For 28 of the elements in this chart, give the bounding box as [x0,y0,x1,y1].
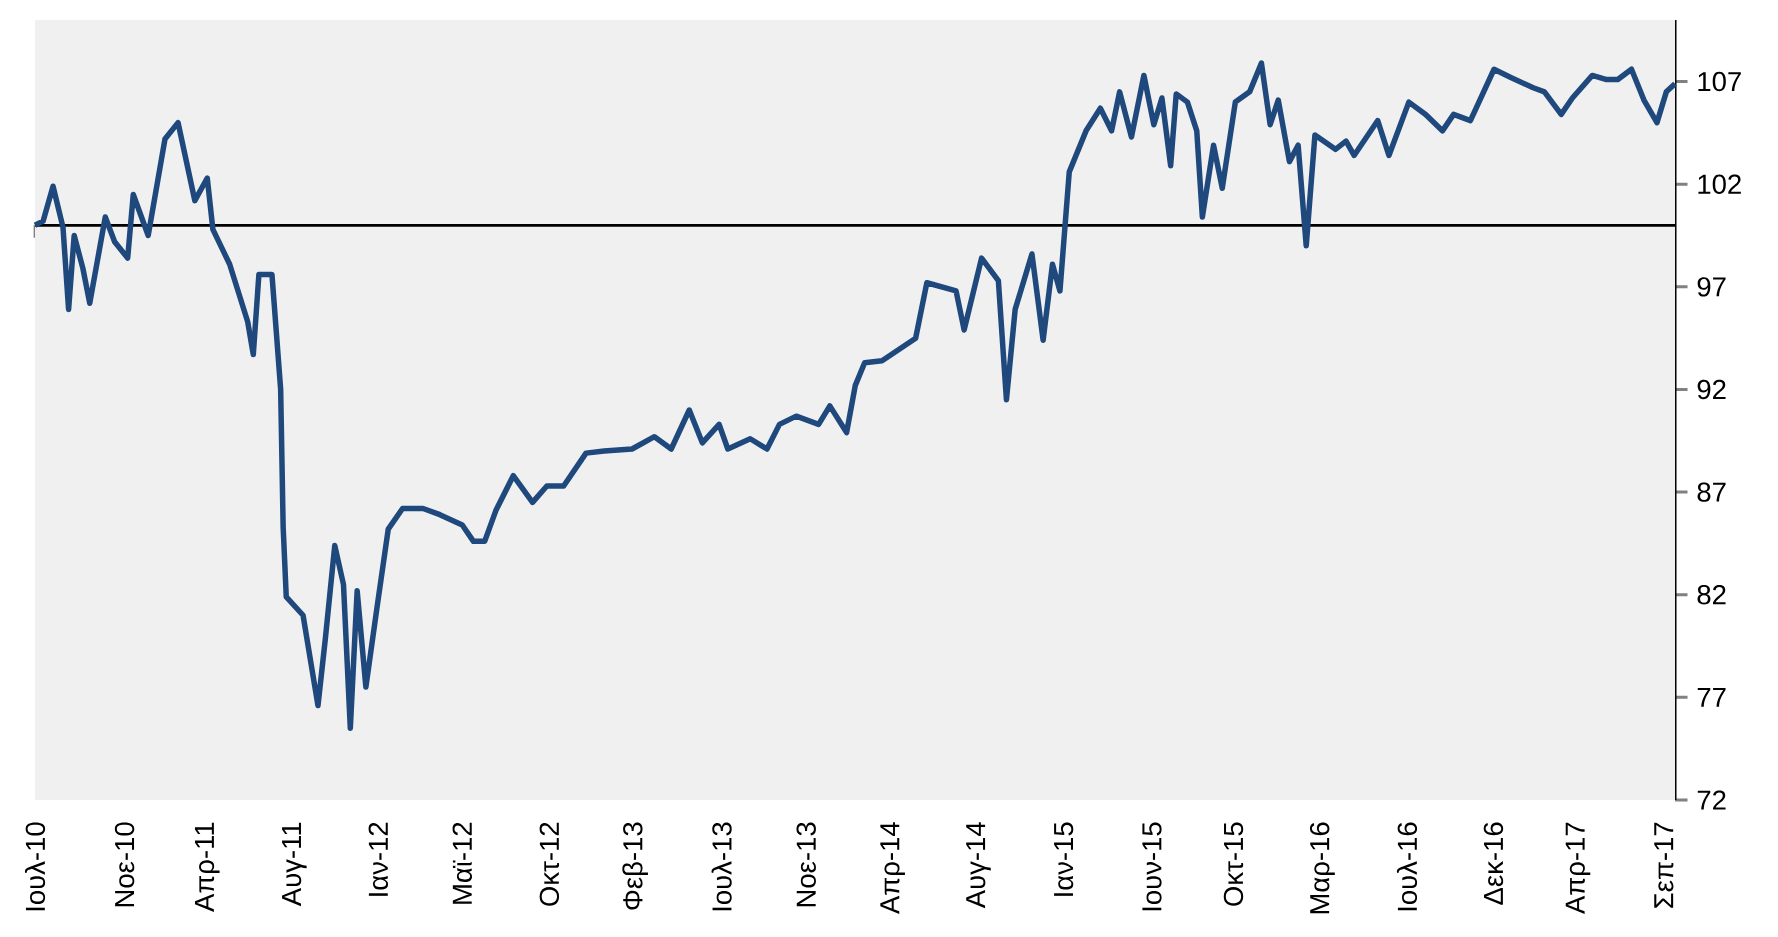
x-tick-label: Οκτ-12 [539,822,560,906]
y-tick-label: 102 [1698,174,1741,194]
x-tick-label: Απρ-11 [194,822,220,912]
y-tick-label: 87 [1697,482,1726,502]
y-tick-label: 92 [1697,379,1726,400]
y-tick-label: 97 [1697,277,1726,297]
x-tick-label: Φεβ-13 [622,822,648,910]
x-tick-label: Δεκ-16 [1483,822,1504,905]
x-tick-label: Αυγ-14 [966,822,991,909]
x-tick-label: Ιαν-15 [1054,822,1074,896]
x-tick-label: Ιουλ-16 [1396,822,1418,911]
x-tick-label: Οκτ-15 [1223,822,1244,906]
x-tick-label: Ιουν-15 [1142,822,1162,911]
y-tick-label: 72 [1697,790,1726,810]
x-tick-label: Νοε-13 [796,822,816,907]
y-tick-label: 82 [1697,585,1726,605]
x-tick-label: Νοε-10 [114,822,135,907]
y-tick-label: 107 [1698,71,1741,92]
x-tick-label: Σεπ-17 [1654,822,1674,908]
y-tick-label: 77 [1697,687,1726,707]
x-tick-label: Μαϊ-12 [452,822,473,904]
x-tick-label: Απρ-17 [1565,822,1591,914]
x-tick-label: Απρ-14 [880,822,905,914]
x-tick-label: Ιαν-12 [368,822,389,896]
x-tick-label: Ιουλ-13 [711,822,732,911]
x-tick-label: Αυγ-11 [282,822,307,907]
x-tick-label: Μαρ-16 [1309,822,1335,914]
x-tick-label: Ιουλ-10 [24,822,46,911]
